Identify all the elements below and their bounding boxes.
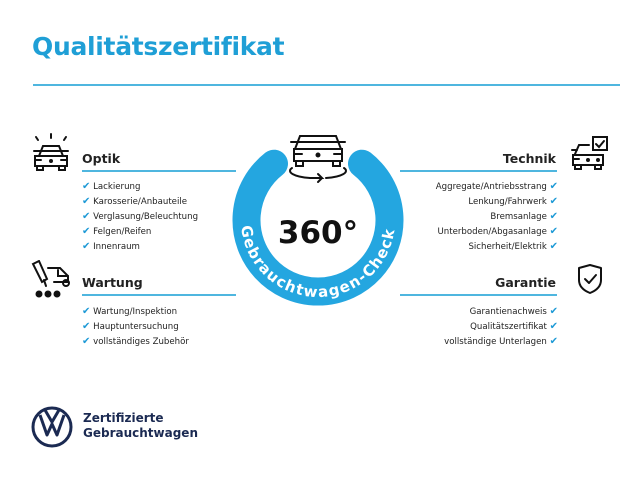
checkmark-icon: ✔ [82,226,91,237]
checkmark-icon: ✔ [82,196,91,207]
checkmark-icon: ✔ [549,321,558,332]
list-item: Bremsanlage ✔ [490,211,558,222]
shield-check-icon [578,264,602,294]
list-item: Qualitätszertifikat ✔ [470,321,558,332]
section-divider-garantie [400,294,557,296]
wartung-list: ✔ Wartung/Inspektion ✔ Hauptuntersuchung… [82,304,189,349]
list-item: Aggregate/Antriebsstrang ✔ [435,181,558,192]
list-item: ✔ vollständiges Zubehör [82,336,189,347]
checkmark-icon: ✔ [549,336,558,347]
checkmark-icon: ✔ [82,306,91,317]
section-heading-wartung: Wartung [82,275,143,290]
section-divider-wartung [82,294,236,296]
checkmark-icon: ✔ [549,226,558,237]
list-item: Unterboden/Abgasanlage ✔ [437,226,559,237]
list-item: ✔ Verglasung/Beleuchtung [82,211,199,222]
optik-list: ✔ Lackierung ✔ Karosserie/Anbauteile ✔ V… [82,179,198,254]
footer-line-1: Zertifizierte [83,411,164,425]
section-heading-garantie: Garantie [495,275,556,290]
checkmark-icon: ✔ [549,306,558,317]
list-item: vollständige Unterlagen ✔ [444,336,558,347]
service-van-icon [31,260,70,298]
checkmark-icon: ✔ [549,181,558,192]
section-divider-optik [82,170,236,172]
list-item: Lenkung/Fahrwerk ✔ [468,196,558,207]
footer-line-2: Gebrauchtwagen [83,426,198,440]
checkmark-icon: ✔ [82,336,91,347]
list-item: ✔ Wartung/Inspektion [82,306,178,317]
footer-brand-text: Zertifizierte Gebrauchtwagen [83,411,198,441]
vw-logo [31,406,73,448]
list-item: Garantienachweis ✔ [469,306,558,317]
list-item: ✔ Lackierung [82,181,141,192]
badge-value: 360° [278,215,358,251]
list-item: ✔ Hauptuntersuchung [82,321,179,332]
checkmark-icon: ✔ [549,241,558,252]
list-item: ✔ Karosserie/Anbauteile [82,196,188,207]
car-check-icon [571,136,608,170]
checkmark-icon: ✔ [549,196,558,207]
section-heading-technik: Technik [502,151,556,166]
checkmark-icon: ✔ [549,211,558,222]
section-divider-technik [400,170,557,172]
title-divider [33,84,620,86]
page-title: Qualitätszertifikat [32,32,285,61]
checkmark-icon: ✔ [82,181,91,192]
checkmark-icon: ✔ [82,241,91,252]
list-item: Sicherheit/Elektrik ✔ [468,241,558,252]
list-item: ✔ Felgen/Reifen [82,226,152,237]
section-heading-optik: Optik [82,151,121,166]
badge-ring [232,149,404,306]
car-rotate-icon [289,135,347,183]
checkmark-icon: ✔ [82,321,91,332]
checkmark-icon: ✔ [82,211,91,222]
list-item: ✔ Innenraum [82,241,140,252]
technik-list: Aggregate/Antriebsstrang ✔ Lenkung/Fahrw… [436,179,558,254]
car-lights-icon [33,133,69,171]
garantie-list: Garantienachweis ✔ Qualitätszertifikat ✔… [444,304,558,349]
